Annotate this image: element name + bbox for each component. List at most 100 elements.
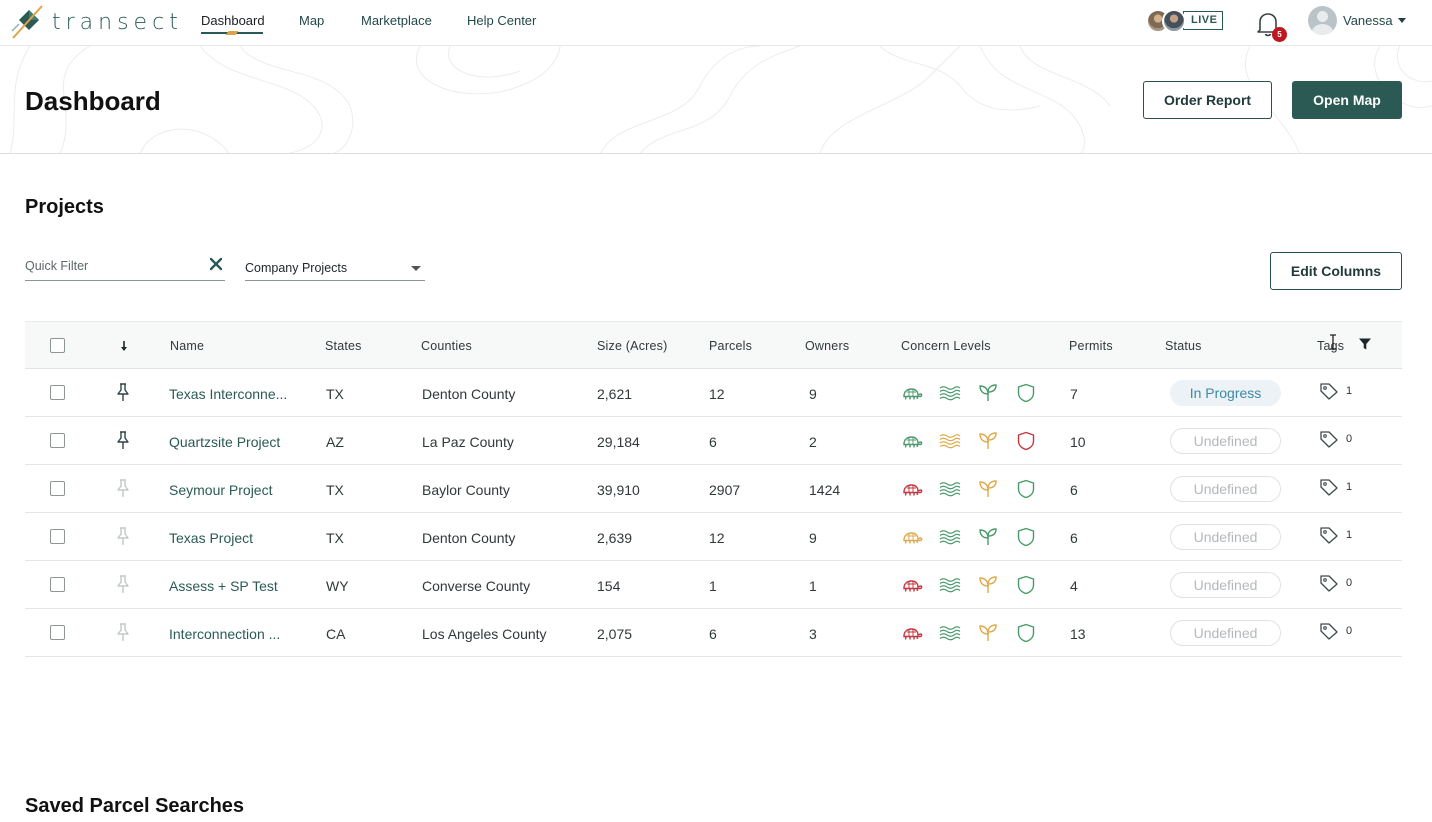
tag-icon[interactable] [1319,430,1339,448]
column-header-size[interactable]: Size (Acres) [597,339,668,353]
table-row[interactable]: Texas Interconne... TX Denton County 2,621 1… [25,369,1402,417]
turtle-icon[interactable] [901,383,923,403]
sort-arrow-down-icon[interactable] [119,339,129,353]
sprout-icon[interactable] [977,575,999,595]
column-header-parcels[interactable]: Parcels [709,339,753,353]
nav-dashboard[interactable]: Dashboard [201,13,265,28]
shield-icon[interactable] [1015,431,1037,451]
turtle-icon[interactable] [901,431,923,451]
table-row[interactable]: Assess + SP Test WY Converse County 154 1 1 4 U… [25,561,1402,609]
project-name[interactable]: Texas Interconne... [169,386,288,402]
row-checkbox[interactable] [50,577,65,592]
tag-icon[interactable] [1319,526,1339,544]
filter-icon[interactable] [1358,337,1372,351]
project-scope-select[interactable]: Company Projects [245,255,425,281]
turtle-icon[interactable] [901,479,923,499]
pin-icon[interactable] [114,430,132,450]
column-header-owners[interactable]: Owners [805,339,850,353]
status-badge[interactable]: In Progress [1170,380,1281,406]
shield-icon[interactable] [1015,479,1037,499]
status-badge[interactable]: Undefined [1170,572,1281,598]
row-checkbox[interactable] [50,481,65,496]
bell-icon[interactable] [1255,9,1281,39]
turtle-icon[interactable] [901,575,923,595]
project-owners: 1424 [809,482,841,498]
project-name[interactable]: Quartzsite Project [169,434,281,450]
project-name[interactable]: Interconnection ... [169,626,281,642]
shield-icon[interactable] [1015,623,1037,643]
open-map-button[interactable]: Open Map [1292,81,1402,119]
select-all-checkbox[interactable] [50,338,65,353]
status-badge[interactable]: Undefined [1170,524,1281,550]
tag-count: 0 [1346,577,1353,589]
row-checkbox[interactable] [50,433,65,448]
row-checkbox[interactable] [50,385,65,400]
wetlands-icon[interactable] [939,575,961,595]
order-report-button[interactable]: Order Report [1143,81,1272,119]
project-name[interactable]: Assess + SP Test [169,578,278,594]
tag-icon[interactable] [1319,574,1339,592]
brand-logo[interactable]: transect [10,2,183,42]
shield-icon[interactable] [1015,527,1037,547]
pin-icon[interactable] [114,526,132,546]
column-header-counties[interactable]: Counties [421,339,472,353]
nav-help-center[interactable]: Help Center [467,13,537,28]
column-header-status[interactable]: Status [1165,339,1202,353]
transect-logo-icon [11,5,43,39]
quick-filter [25,255,225,281]
sprout-icon[interactable] [977,479,999,499]
project-name[interactable]: Texas Project [169,530,254,546]
tag-icon[interactable] [1319,382,1339,400]
project-name[interactable]: Seymour Project [169,482,273,498]
table-row[interactable]: Texas Project TX Denton County 2,639 12 9 6 Und… [25,513,1402,561]
table-row[interactable]: Seymour Project TX Baylor County 39,910 2907… [25,465,1402,513]
tag-count: 0 [1346,433,1353,445]
status-badge[interactable]: Undefined [1170,428,1281,454]
tag-icon[interactable] [1319,622,1339,640]
turtle-icon[interactable] [901,527,923,547]
tag-count: 1 [1346,385,1353,397]
project-size: 2,639 [597,530,633,546]
pin-icon[interactable] [114,382,132,402]
column-header-permits[interactable]: Permits [1069,339,1113,353]
row-checkbox[interactable] [50,529,65,544]
pin-icon[interactable] [114,574,132,594]
tag-icon[interactable] [1319,478,1339,496]
column-header-concern-levels[interactable]: Concern Levels [901,339,991,353]
turtle-icon[interactable] [901,623,923,643]
shield-icon[interactable] [1015,575,1037,595]
close-icon[interactable] [207,255,225,273]
column-header-tags[interactable]: Tags [1317,339,1345,353]
table-row[interactable]: Interconnection ... CA Los Angeles County 2… [25,609,1402,657]
pin-icon[interactable] [114,478,132,498]
wetlands-icon[interactable] [939,383,961,403]
status-badge[interactable]: Undefined [1170,476,1281,502]
wetlands-icon[interactable] [939,431,961,451]
wetlands-icon[interactable] [939,623,961,643]
nav-marketplace[interactable]: Marketplace [361,13,432,28]
sprout-icon[interactable] [977,383,999,403]
wetlands-icon[interactable] [939,479,961,499]
pin-icon[interactable] [114,622,132,642]
saved-searches-title: Saved Parcel Searches [25,795,245,817]
shield-icon[interactable] [1015,383,1037,403]
page-title: Dashboard [25,86,161,116]
project-county: Denton County [422,530,516,546]
table-row[interactable]: Quartzsite Project AZ La Paz County 29,184 6… [25,417,1402,465]
nav-map[interactable]: Map [299,13,325,28]
sprout-icon[interactable] [977,431,999,451]
edit-columns-button[interactable]: Edit Columns [1270,252,1402,290]
project-size: 29,184 [597,434,640,450]
column-header-name[interactable]: Name [170,339,205,353]
user-menu[interactable]: Vanessa [1308,5,1406,35]
sprout-icon[interactable] [977,527,999,547]
row-checkbox[interactable] [50,625,65,640]
column-header-states[interactable]: States [325,339,362,353]
live-presence[interactable]: LIVE [1146,8,1224,33]
sprout-icon[interactable] [977,623,999,643]
quick-filter-input[interactable] [25,259,200,273]
wetlands-icon[interactable] [939,527,961,547]
status-badge[interactable]: Undefined [1170,620,1281,646]
project-state: TX [326,386,344,402]
project-permits: 13 [1070,626,1086,642]
